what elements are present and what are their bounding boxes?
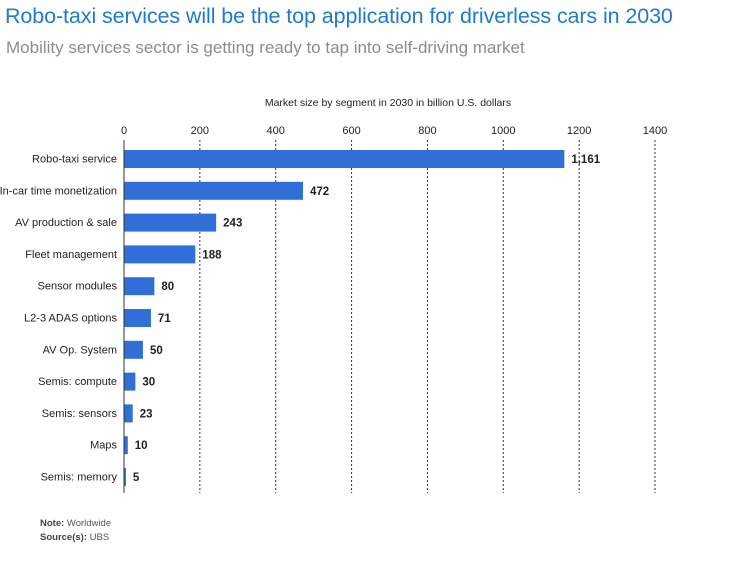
x-tick-label-1000: 1000 (491, 125, 515, 137)
category-label-6: AV Op. System (43, 344, 117, 356)
bar-1 (124, 181, 304, 200)
bars (124, 150, 565, 486)
source-value: UBS (89, 532, 110, 543)
value-label-5: 71 (158, 313, 171, 325)
gridlines (199, 140, 656, 493)
category-label-8: Semis: sensors (42, 408, 118, 420)
value-label-4: 80 (161, 281, 174, 293)
category-label-5: L2-3 ADAS options (24, 313, 117, 325)
bar-2 (124, 213, 217, 232)
footer: Note: Worldwide Source(s): UBS (40, 517, 111, 545)
x-tick-label-800: 800 (418, 125, 436, 137)
value-label-6: 50 (150, 345, 163, 357)
value-label-7: 30 (142, 377, 155, 389)
axis-title: Market size by segment in 2030 in billio… (265, 97, 511, 109)
bar-4 (124, 277, 155, 296)
value-label-1: 472 (310, 186, 329, 198)
value-label-9: 10 (135, 440, 148, 452)
category-label-1: In-car time monetization (0, 185, 117, 197)
footer-note: Note: Worldwide (40, 517, 111, 531)
category-label-4: Sensor modules (38, 281, 118, 293)
category-label-2: AV production & sale (15, 217, 117, 229)
value-label-0: 1,161 (571, 154, 600, 166)
category-label-10: Semis: memory (41, 472, 118, 484)
footer-source: Source(s): UBS (40, 531, 111, 545)
value-label-2: 243 (223, 218, 242, 230)
category-label-7: Semis: compute (38, 376, 117, 388)
value-label-3: 188 (202, 249, 222, 261)
x-tick-label-0: 0 (121, 125, 127, 137)
bar-9 (124, 436, 128, 455)
x-tick-labels: 0 200 400 600 800 1000 1200 1400 (121, 125, 667, 137)
value-label-10: 5 (133, 472, 140, 484)
bar-6 (124, 340, 143, 359)
category-label-9: Maps (90, 440, 117, 452)
x-tick-label-200: 200 (191, 125, 209, 137)
note-value: Worldwide (66, 518, 112, 529)
x-tick-label-1400: 1400 (643, 125, 667, 137)
bar-10 (124, 468, 126, 486)
note-label: Note: (40, 518, 65, 529)
category-labels: Robo-taxi service In-car time monetizatio… (0, 154, 117, 484)
chart-title: Robo-taxi services will be the top appli… (5, 4, 673, 28)
x-tick-label-1200: 1200 (567, 125, 591, 137)
value-label-8: 23 (140, 408, 153, 420)
bar-7 (124, 372, 136, 391)
source-label: Source(s): (40, 532, 87, 543)
value-labels: 1,161 472 243 188 80 71 50 30 23 10 5 (133, 154, 601, 484)
x-tick-label-400: 400 (267, 125, 285, 137)
bar-chart: Market size by segment in 2030 in billio… (0, 97, 667, 493)
category-label-3: Fleet management (25, 249, 117, 261)
category-label-0: Robo-taxi service (32, 154, 117, 166)
bar-0 (124, 150, 565, 168)
bar-8 (124, 404, 133, 423)
bar-3 (124, 245, 196, 264)
x-tick-label-600: 600 (342, 125, 360, 137)
bar-5 (124, 309, 151, 327)
chart-subtitle: Mobility services sector is getting read… (6, 38, 525, 57)
